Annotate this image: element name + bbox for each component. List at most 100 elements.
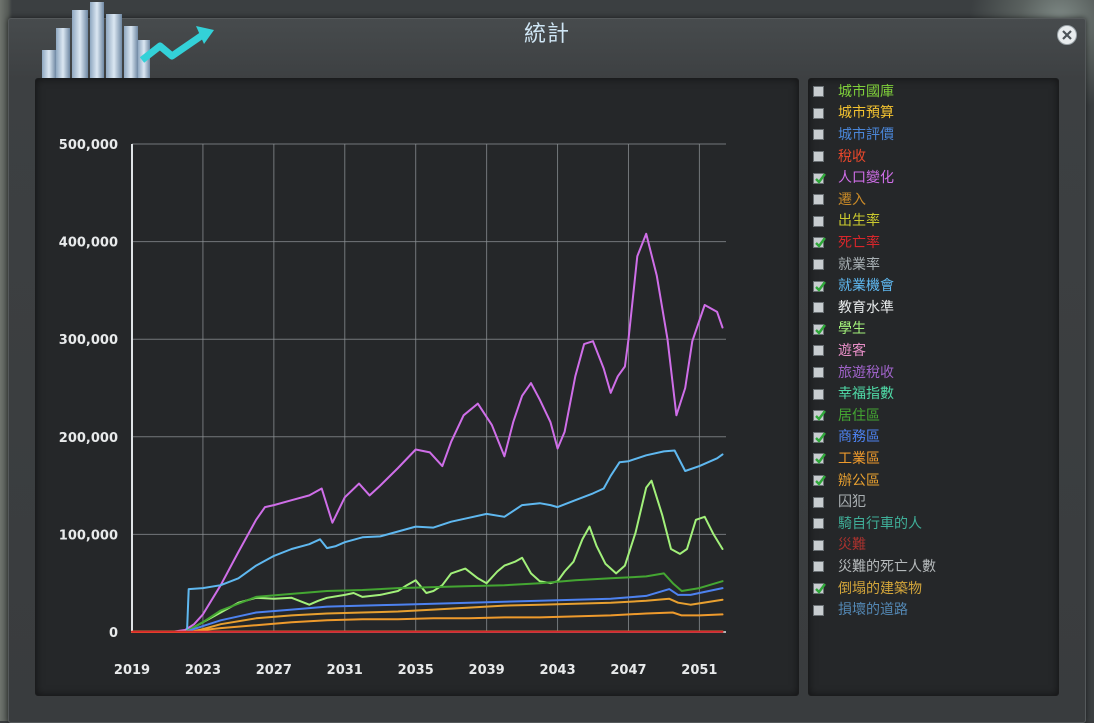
x-tick-label: 2039 [469, 663, 505, 678]
legend-item[interactable]: 城市評價 [809, 124, 1058, 146]
legend-item[interactable]: 就業機會 [809, 275, 1058, 297]
checkmark-icon [814, 236, 827, 249]
x-tick-label: 2031 [327, 663, 363, 678]
legend-label: 災難的死亡人數 [838, 559, 936, 575]
legend-label: 人口變化 [838, 170, 894, 186]
legend-checkbox[interactable] [813, 237, 824, 248]
legend-checkbox[interactable] [813, 324, 824, 335]
legend-item[interactable]: 囚犯 [809, 491, 1058, 513]
legend-label: 居住區 [838, 408, 880, 424]
legend-checkbox[interactable] [813, 540, 824, 551]
legend-checkbox[interactable] [813, 216, 824, 227]
legend-checkbox[interactable] [813, 108, 824, 119]
close-icon [1061, 29, 1073, 41]
legend-label: 商務區 [838, 429, 880, 445]
legend-item[interactable]: 城市國庫 [809, 81, 1058, 103]
legend-label: 損壞的道路 [838, 602, 908, 618]
legend-checkbox[interactable] [813, 173, 824, 184]
x-tick-label: 2051 [681, 663, 717, 678]
legend-checkbox[interactable] [813, 151, 824, 162]
legend-checkbox[interactable] [813, 410, 824, 421]
legend-label: 出生率 [838, 213, 880, 229]
checkmark-icon [814, 323, 827, 336]
legend-item[interactable]: 損壞的道路 [809, 599, 1058, 621]
legend-item[interactable]: 就業率 [809, 254, 1058, 276]
legend-checkbox[interactable] [813, 518, 824, 529]
legend-item[interactable]: 居住區 [809, 405, 1058, 427]
legend-label: 就業率 [838, 257, 880, 273]
legend-item[interactable]: 旅遊稅收 [809, 362, 1058, 384]
legend-item[interactable]: 稅收 [809, 146, 1058, 168]
legend-label: 死亡率 [838, 235, 880, 251]
legend-item[interactable]: 城市預算 [809, 103, 1058, 125]
legend-label: 城市評價 [838, 127, 894, 143]
statistics-line-chart: 0100,000200,000300,000400,000500,0002019… [36, 79, 798, 695]
series-line [132, 613, 723, 633]
legend-checkbox[interactable] [813, 259, 824, 270]
legend-checkbox[interactable] [813, 194, 824, 205]
legend-label: 教育水準 [838, 300, 894, 316]
checkmark-icon [814, 452, 827, 465]
legend-checkbox[interactable] [813, 302, 824, 313]
y-tick-label: 400,000 [59, 236, 118, 251]
legend-item[interactable]: 死亡率 [809, 232, 1058, 254]
legend-checkbox[interactable] [813, 453, 824, 464]
legend-checkbox[interactable] [813, 583, 824, 594]
legend-label: 遷入 [838, 192, 866, 208]
legend-label: 災難 [838, 537, 866, 553]
series-line [132, 234, 723, 632]
checkmark-icon [814, 280, 827, 293]
legend-panel: 城市國庫城市預算城市評價稅收人口變化遷入出生率死亡率就業率就業機會教育水準學生遊… [808, 78, 1059, 696]
legend-item[interactable]: 遊客 [809, 340, 1058, 362]
y-tick-label: 0 [109, 626, 118, 641]
legend-item[interactable]: 工業區 [809, 448, 1058, 470]
legend-item[interactable]: 騎自行車的人 [809, 513, 1058, 535]
y-tick-label: 100,000 [59, 528, 118, 543]
legend-label: 遊客 [838, 343, 866, 359]
legend-checkbox[interactable] [813, 432, 824, 443]
window-title: 統計 [0, 18, 1094, 52]
x-tick-label: 2023 [185, 663, 221, 678]
checkmark-icon [814, 474, 827, 487]
legend-item[interactable]: 商務區 [809, 427, 1058, 449]
legend-checkbox[interactable] [813, 389, 824, 400]
legend-checkbox[interactable] [813, 86, 824, 97]
legend-item[interactable]: 倒塌的建築物 [809, 578, 1058, 600]
legend-label: 城市預算 [838, 105, 894, 121]
legend-label: 就業機會 [838, 278, 894, 294]
legend-label: 囚犯 [838, 494, 866, 510]
legend-checkbox[interactable] [813, 367, 824, 378]
legend-item[interactable]: 出生率 [809, 211, 1058, 233]
checkmark-icon [814, 582, 827, 595]
legend-label: 稅收 [838, 149, 866, 165]
legend-item[interactable]: 遷入 [809, 189, 1058, 211]
y-tick-label: 200,000 [59, 431, 118, 446]
legend-label: 學生 [838, 321, 866, 337]
legend-item[interactable]: 人口變化 [809, 167, 1058, 189]
y-tick-label: 300,000 [59, 333, 118, 348]
legend-checkbox[interactable] [813, 345, 824, 356]
legend-item[interactable]: 幸福指數 [809, 383, 1058, 405]
legend-checkbox[interactable] [813, 497, 824, 508]
legend-checkbox[interactable] [813, 281, 824, 292]
x-tick-label: 2047 [610, 663, 646, 678]
legend-item[interactable]: 災難 [809, 535, 1058, 557]
legend-checkbox[interactable] [813, 129, 824, 140]
legend-checkbox[interactable] [813, 475, 824, 486]
legend-label: 辦公區 [838, 473, 880, 489]
legend-item[interactable]: 教育水準 [809, 297, 1058, 319]
legend-checkbox[interactable] [813, 605, 824, 616]
x-tick-label: 2043 [539, 663, 575, 678]
legend-checkbox[interactable] [813, 561, 824, 572]
legend-label: 騎自行車的人 [838, 516, 922, 532]
legend-label: 工業區 [838, 451, 880, 467]
legend-label: 旅遊稅收 [838, 365, 894, 381]
legend-item[interactable]: 辦公區 [809, 470, 1058, 492]
checkmark-icon [814, 172, 827, 185]
legend-item[interactable]: 學生 [809, 319, 1058, 341]
x-tick-label: 2027 [256, 663, 292, 678]
close-button[interactable] [1057, 25, 1077, 45]
legend-item[interactable]: 災難的死亡人數 [809, 556, 1058, 578]
x-tick-label: 2019 [114, 663, 150, 678]
